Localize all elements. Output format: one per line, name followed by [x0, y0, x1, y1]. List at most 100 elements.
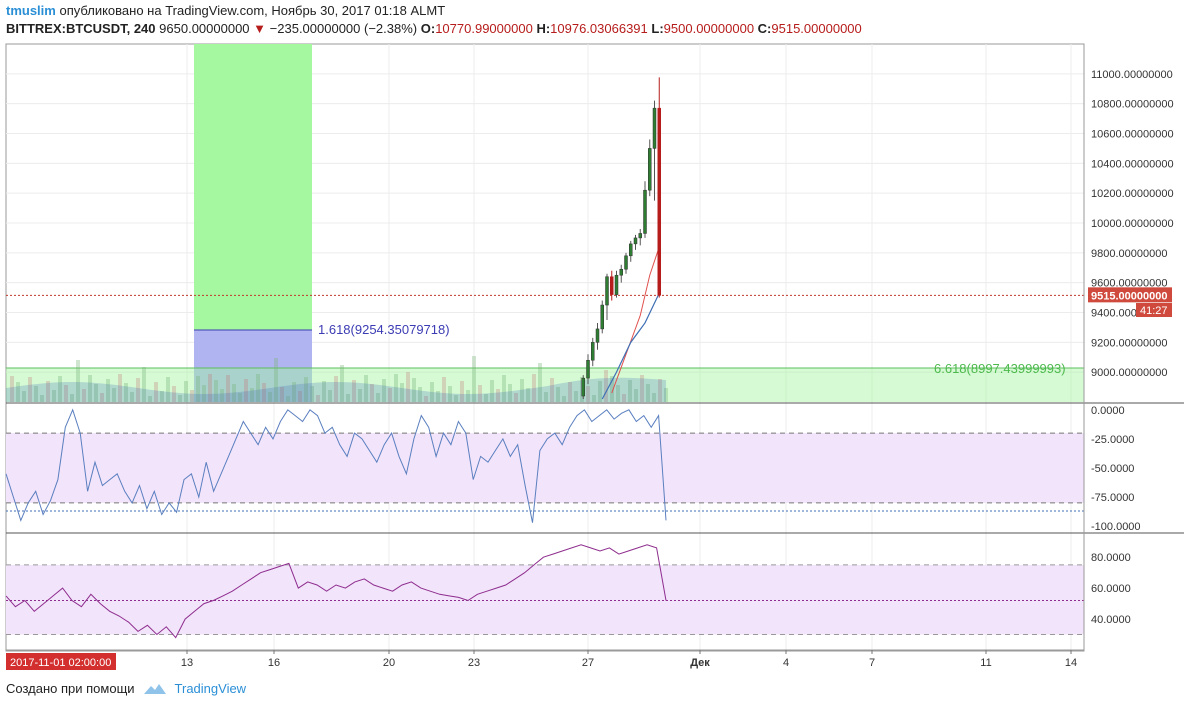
tradingview-link[interactable]: TradingView [174, 681, 247, 696]
volume-bar [190, 390, 194, 402]
volume-bar [292, 382, 296, 402]
volume-bar [10, 376, 14, 402]
volume-bar [604, 370, 608, 402]
price-tick-label: 9800.00000000 [1091, 248, 1167, 260]
volume-bar [166, 377, 170, 402]
volume-bar [226, 375, 230, 402]
volume-bar [124, 383, 128, 402]
rsi-tick-label: -50.0000 [1091, 463, 1134, 475]
fib-1618-label: 1.618(9254.35079718) [318, 322, 450, 337]
volume-bar [598, 381, 602, 402]
volume-bar [130, 392, 134, 402]
volume-bar [208, 374, 212, 402]
volume-bar [82, 389, 86, 402]
fib-zone-green [194, 44, 312, 330]
candle-body [614, 274, 619, 295]
volume-bar [334, 376, 338, 402]
price-tick-label: 10600.00000000 [1091, 129, 1174, 141]
volume-bar [52, 390, 56, 402]
candle-body [629, 243, 633, 257]
countdown-label: 41:27 [1140, 305, 1168, 317]
volume-bar [646, 384, 650, 402]
volume-bar [118, 374, 122, 402]
open-label: O: [420, 21, 436, 36]
volume-bar [64, 385, 68, 402]
volume-bar [22, 391, 26, 402]
volume-bar [16, 382, 20, 402]
volume-bar [514, 393, 518, 402]
volume-bar [574, 391, 578, 402]
volume-bar [508, 384, 512, 402]
x-tick-label: 4 [783, 657, 789, 669]
volume-bar [58, 376, 62, 402]
x-tick-label: Дек [690, 657, 710, 669]
volume-bar [244, 379, 248, 402]
low-value: 9500.00000000 [663, 21, 755, 36]
countdown-badge [1136, 303, 1172, 317]
current-price-badge [1088, 287, 1172, 303]
volume-bar [388, 388, 392, 402]
volume-bar [136, 378, 140, 402]
volume-bar [238, 393, 242, 402]
volume-bar [460, 381, 464, 402]
volume-bar [430, 382, 434, 402]
open-value: 10770.99000000 [435, 21, 533, 36]
price-tick-label: 9000.00000000 [1091, 367, 1167, 379]
volume-area [6, 377, 666, 402]
rsi-line [5, 408, 667, 523]
volume-bar [184, 381, 188, 402]
username-link[interactable]: tmuslim [6, 3, 56, 18]
volume-bar [562, 396, 566, 402]
volume-bar [322, 381, 326, 402]
x-tick-label: 23 [468, 657, 480, 669]
symbol-label[interactable]: BITTREX:BTCUSDT, 240 [6, 21, 156, 36]
volume-bar [496, 389, 500, 402]
osc-tick-label: 60.0000 [1091, 583, 1131, 595]
volume-bar [472, 356, 476, 402]
volume-bar [658, 379, 662, 402]
volume-bar [418, 387, 422, 402]
volume-bar [424, 396, 428, 402]
volume-bar [448, 386, 452, 402]
osc-band [6, 564, 1084, 635]
volume-bar [568, 382, 572, 402]
x-tick-label: 11 [980, 657, 991, 669]
volume-bar [70, 394, 74, 402]
volume-bar [370, 384, 374, 402]
ohlc-legend: BITTREX:BTCUSDT, 240 9650.00000000 ▼ −23… [6, 21, 862, 36]
volume-bar [112, 388, 116, 402]
volume-bar [664, 388, 668, 402]
x-tick-label: 20 [383, 657, 395, 669]
ma-blue-line [601, 292, 660, 400]
x-tick-label: 27 [582, 657, 594, 669]
volume-bar [178, 395, 182, 402]
rsi-tick-label: -100.0000 [1091, 521, 1141, 533]
volume-bar [550, 378, 554, 402]
price-tick-label: 10000.00000000 [1091, 218, 1174, 230]
candle-body [657, 107, 661, 296]
volume-bar [478, 385, 482, 402]
price-tick-label: 10800.00000000 [1091, 99, 1174, 111]
volume-bar [88, 375, 92, 402]
volume-bar [484, 394, 488, 402]
volume-bar [538, 363, 542, 402]
candle-body [591, 342, 595, 361]
publication-info: tmuslim опубликовано на TradingView.com,… [6, 3, 445, 18]
x-tick-label: 13 [181, 657, 193, 669]
volume-bar [94, 384, 98, 402]
rsi-tick-label: -75.0000 [1091, 492, 1134, 504]
volume-bar [346, 394, 350, 402]
low-label: L: [651, 21, 664, 36]
volume-bar [286, 396, 290, 402]
volume-bar [106, 379, 110, 402]
volume-bar [262, 383, 266, 402]
candle-body [638, 233, 642, 239]
volume-bar [352, 380, 356, 402]
volume-bar [442, 377, 446, 402]
volume-bar [358, 389, 362, 402]
volume-bar [394, 374, 398, 402]
price-tick-label: 10200.00000000 [1091, 188, 1174, 200]
volume-bar [490, 380, 494, 402]
candle-body [581, 377, 585, 397]
